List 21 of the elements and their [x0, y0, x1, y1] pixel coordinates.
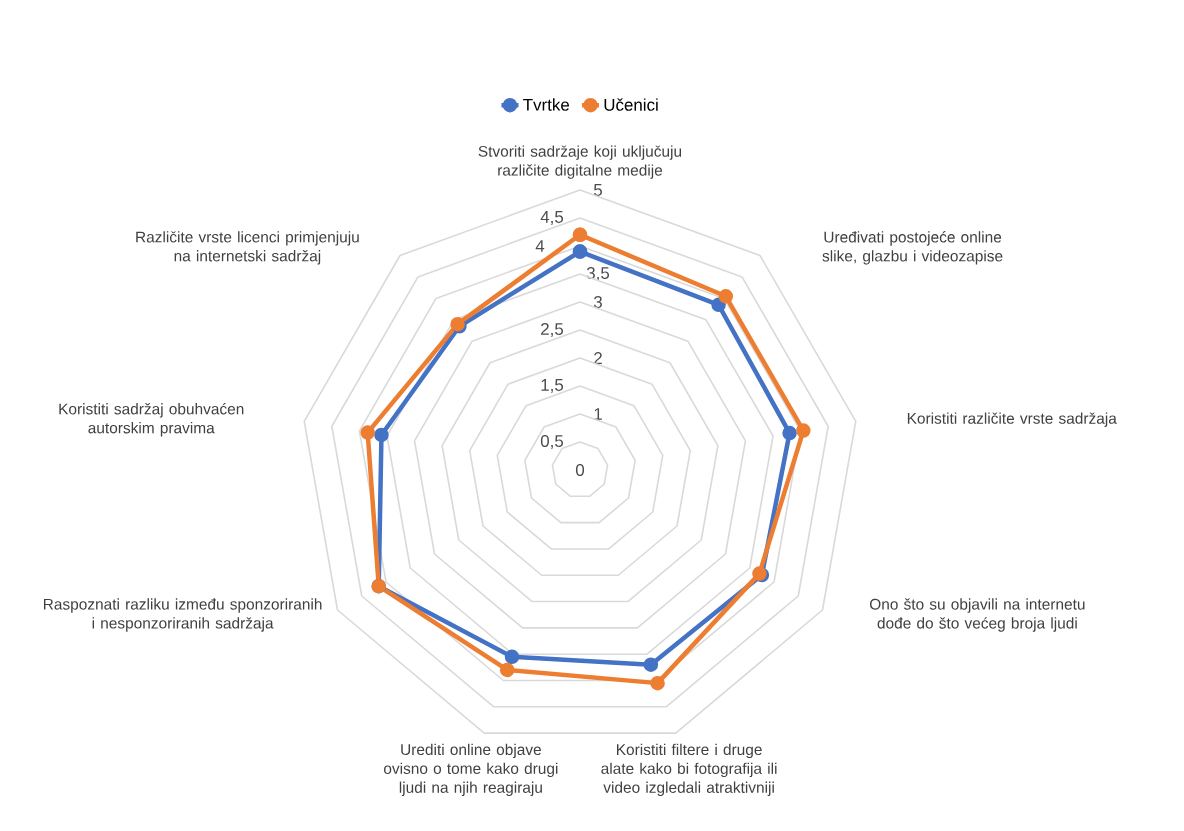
spoke-label: Koristiti filtere i druge alate kako bi fotografija ili video izgledali atraktivniji [601, 743, 777, 796]
y-tick-label: 4,5 [540, 211, 564, 225]
y-tick-label: 2,5 [541, 323, 564, 337]
spoke-label: Koristiti sadržaj obuhvaćen autorskim pravima [59, 402, 244, 437]
spoke-label: Urediti online objave ovisno o tome kako drugi ljudi na njih reagiraju [383, 743, 558, 796]
spoke-label: Stvoriti sadržaje koji uključuju različite digitalne medije [478, 145, 682, 179]
y-tick-label: 3 [593, 296, 602, 308]
y-tick-label: 3,5 [586, 267, 610, 281]
spoke-label: Ono što su objavili na internetu dođe do što većeg broja ljudi [869, 598, 1085, 632]
legend-label: Tvrtke [523, 98, 570, 111]
y-tick-label: 0 [575, 464, 585, 476]
y-tick-label: 4 [535, 240, 545, 252]
y-tick-label: 1 [594, 408, 602, 420]
y-tick-label: 0,5 [540, 435, 564, 449]
y-tick-label: 5 [593, 184, 602, 196]
y-tick-label: 1,5 [541, 379, 564, 393]
legend-label: Učenici [604, 98, 658, 111]
spoke-label: Raspoznati razliku između sponzoriranih i nesponzoriranih sadržaja [43, 598, 322, 632]
spoke-label: Uređivati postojeće online slike, glazbu i videozapise [822, 231, 1003, 265]
spoke-label: Koristiti različite vrste sadržaja [907, 412, 1117, 427]
spoke-label: Različite vrste licenci primjenjuju na internetski sadržaj [136, 231, 359, 265]
